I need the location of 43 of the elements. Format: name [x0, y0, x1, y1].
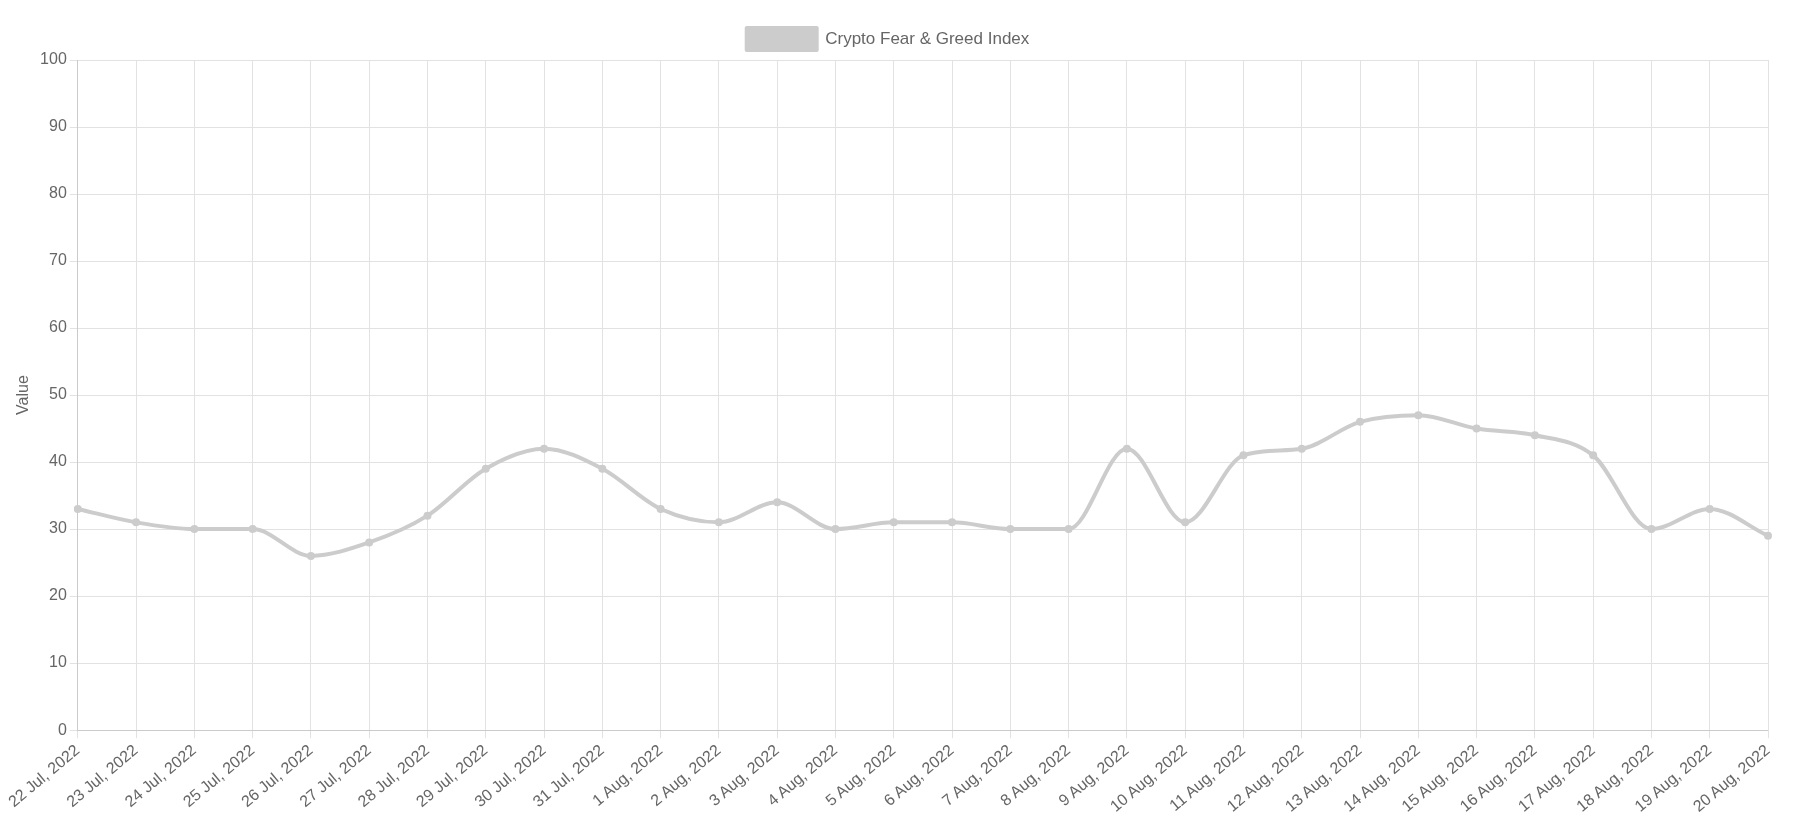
y-tick-label: 40	[48, 452, 67, 470]
point	[714, 518, 723, 527]
point	[948, 518, 957, 527]
point	[1414, 411, 1423, 420]
y-tick-label: 10	[48, 653, 67, 671]
point	[1530, 431, 1539, 440]
point	[1705, 504, 1714, 513]
point	[598, 464, 607, 473]
y-tick-label: 60	[48, 318, 67, 336]
point	[1647, 525, 1656, 534]
y-tick-label: 0	[57, 720, 67, 738]
point	[773, 498, 782, 507]
y-tick-label: 80	[48, 184, 67, 202]
y-tick-label: 20	[48, 586, 67, 604]
point	[248, 525, 257, 534]
point	[831, 525, 840, 534]
y-axis-title: Value	[13, 375, 31, 415]
point	[540, 444, 549, 453]
point	[1006, 525, 1015, 534]
point	[1472, 424, 1481, 433]
point	[1122, 444, 1131, 453]
point	[1181, 518, 1190, 527]
point	[365, 538, 374, 547]
point	[1064, 525, 1073, 534]
point	[73, 504, 82, 513]
point	[1764, 531, 1772, 540]
point	[306, 551, 315, 560]
point	[889, 518, 898, 527]
point	[1297, 444, 1306, 453]
y-tick-label: 50	[48, 385, 67, 403]
y-tick-label: 30	[48, 519, 67, 537]
point	[1239, 451, 1248, 460]
point	[1589, 451, 1598, 460]
point	[132, 518, 141, 527]
y-tick-label: 70	[48, 251, 67, 269]
legend-label: Crypto Fear & Greed Index	[825, 28, 1030, 48]
y-tick-label: 100	[40, 50, 67, 68]
y-tick-label: 90	[48, 117, 67, 135]
point	[423, 511, 432, 520]
point	[1356, 417, 1365, 426]
point	[190, 525, 199, 534]
point	[481, 464, 490, 473]
point	[656, 504, 665, 513]
